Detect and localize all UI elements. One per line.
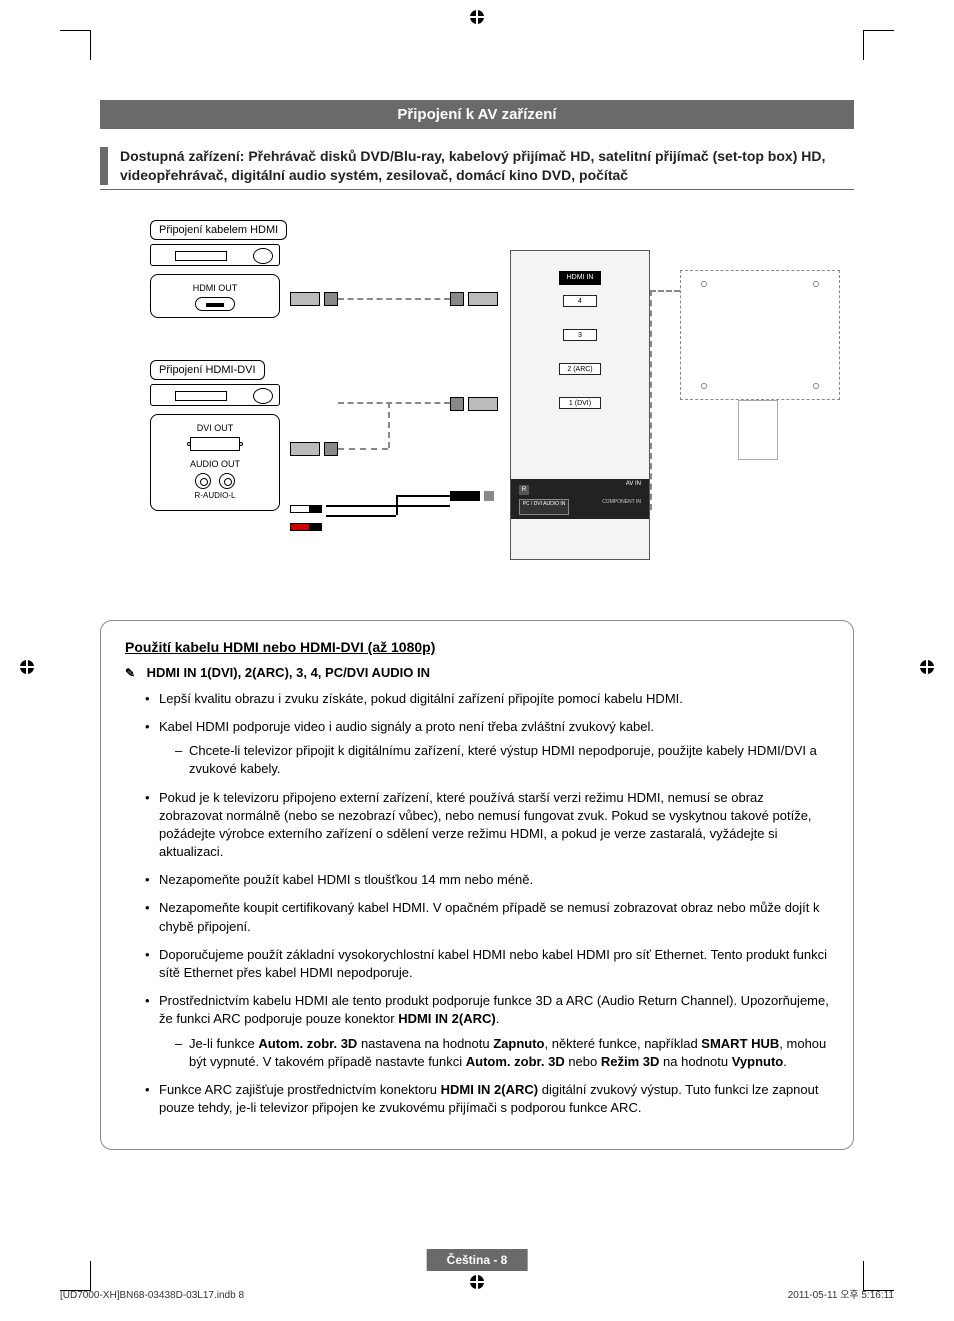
- bullet-item: Doporučujeme použít základní vysokorychl…: [145, 946, 829, 982]
- player-icon: [150, 244, 280, 266]
- av-in-label: AV IN: [626, 481, 641, 487]
- subhead-marker: [100, 147, 108, 185]
- bullet-item: Kabel HDMI podporuje video i audio signá…: [145, 718, 829, 779]
- hdmi-out-label: HDMI OUT: [151, 283, 279, 293]
- component-label: COMPONENT IN: [602, 499, 641, 505]
- crop-mark: [60, 30, 90, 31]
- info-heading: Použití kabelu HDMI nebo HDMI-DVI (až 10…: [125, 639, 829, 655]
- connection-diagram: Připojení kabelem HDMI HDMI OUT Připojen…: [140, 220, 834, 600]
- dvi-out-box: DVI OUT AUDIO OUT R-AUDIO-L: [150, 414, 280, 511]
- bullet-item: Lepší kvalitu obrazu i zvuku získáte, po…: [145, 690, 829, 708]
- hdmi-plug-end-icon: [450, 395, 498, 413]
- page-number-label: Čeština - 8: [427, 1249, 528, 1271]
- print-filename: [UD7000-XH]BN68-03438D-03L17.indb 8: [60, 1290, 244, 1301]
- dvi-connector-icon: [290, 440, 338, 458]
- label-hdmi-dvi: Připojení HDMI-DVI: [150, 360, 265, 380]
- section-header: Připojení k AV zařízení: [100, 100, 854, 129]
- cable-line: [338, 402, 450, 404]
- cable-line: [326, 505, 450, 507]
- audio-sub-label: R-AUDIO-L: [151, 491, 279, 500]
- sub-bullet-list: Je-li funkce Autom. zobr. 3D nastavena n…: [159, 1035, 829, 1071]
- label-hdmi-cable: Připojení kabelem HDMI: [150, 220, 287, 240]
- registration-mark: [920, 660, 934, 674]
- subheading-row: Dostupná zařízení: Přehrávač disků DVD/B…: [100, 147, 854, 190]
- tv-stand-outline: [738, 400, 778, 460]
- cable-line: [396, 495, 450, 497]
- rca-icons: [151, 473, 279, 489]
- hdmi-in-label: HDMI IN: [559, 271, 601, 285]
- cable-line: [396, 495, 398, 515]
- audio-jack-end-icon: [450, 488, 494, 506]
- registration-mark: [20, 660, 34, 674]
- hdmi-port-4: 4: [563, 295, 597, 307]
- note-line: HDMI IN 1(DVI), 2(ARC), 3, 4, PC/DVI AUD…: [125, 665, 829, 680]
- hdmi-port-1-dvi: 1 (DVI): [559, 397, 601, 409]
- tv-back-panel: HDMI IN 4 3 2 (ARC) 1 (DVI) AV IN R COMP…: [510, 250, 650, 560]
- page-content: Připojení k AV zařízení Dostupná zařízen…: [100, 100, 854, 1251]
- dvi-plug-icon: [190, 437, 240, 451]
- hdmi-out-box: HDMI OUT: [150, 274, 280, 318]
- hdmi-connector-icon: [290, 290, 338, 308]
- audio-connector-icon: [290, 500, 322, 536]
- bullet-item: Prostřednictvím kabelu HDMI ale tento pr…: [145, 992, 829, 1071]
- pc-dvi-audio-label: PC / DVI AUDIO IN: [519, 499, 569, 515]
- sub-bullet-item: Chcete-li televizor připojit k digitální…: [175, 742, 829, 778]
- bullet-item: Nezapomeňte koupit certifikovaný kabel H…: [145, 899, 829, 935]
- bullet-list: Lepší kvalitu obrazu i zvuku získáte, po…: [125, 690, 829, 1118]
- cable-line: [338, 448, 388, 450]
- crop-mark: [864, 30, 894, 31]
- cable-line: [650, 290, 652, 510]
- r-label: R: [519, 485, 529, 495]
- bullet-item: Funkce ARC zajišťuje prostřednictvím kon…: [145, 1081, 829, 1117]
- note-text: HDMI IN 1(DVI), 2(ARC), 3, 4, PC/DVI AUD…: [147, 665, 430, 680]
- registration-mark: [470, 10, 484, 24]
- sub-bullet-item: Je-li funkce Autom. zobr. 3D nastavena n…: [175, 1035, 829, 1071]
- cable-line: [338, 298, 450, 300]
- cable-line: [650, 290, 680, 292]
- av-panel-band: AV IN R COMPONENT IN PC / DVI AUDIO IN: [511, 479, 649, 519]
- info-panel: Použití kabelu HDMI nebo HDMI-DVI (až 10…: [100, 620, 854, 1151]
- hdmi-port-2-arc: 2 (ARC): [559, 363, 601, 375]
- note-icon: [125, 665, 139, 677]
- hdmi-port-3: 3: [563, 329, 597, 341]
- bullet-item: Pokud je k televizoru připojeno externí …: [145, 789, 829, 862]
- bullet-item: Nezapomeňte použít kabel HDMI s tloušťko…: [145, 871, 829, 889]
- audio-out-label: AUDIO OUT: [151, 459, 279, 469]
- hdmi-plug-end-icon: [450, 290, 498, 308]
- print-timestamp: 2011-05-11 오후 5:16:11: [788, 1286, 894, 1301]
- sub-bullet-list: Chcete-li televizor připojit k digitální…: [159, 742, 829, 778]
- tv-rear-outline: [680, 270, 840, 400]
- plug-icon: [195, 297, 235, 311]
- dvi-out-label: DVI OUT: [151, 423, 279, 433]
- subheading-text: Dostupná zařízení: Přehrávač disků DVD/B…: [120, 147, 854, 185]
- cable-line: [326, 515, 396, 517]
- player-icon: [150, 384, 280, 406]
- cable-line: [388, 402, 390, 448]
- registration-mark: [470, 1275, 484, 1289]
